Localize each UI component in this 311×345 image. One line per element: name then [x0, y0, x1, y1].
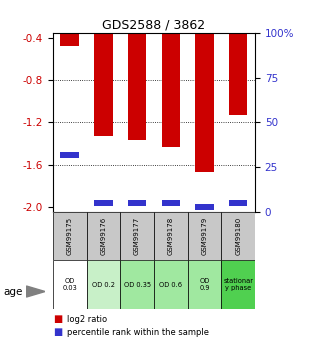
Text: GSM99179: GSM99179 [202, 217, 207, 255]
Bar [195, 33, 214, 172]
Bar [53, 260, 86, 309]
Bar [128, 200, 146, 206]
Bar [120, 212, 154, 260]
Text: GSM99176: GSM99176 [100, 217, 106, 255]
Title: GDS2588 / 3862: GDS2588 / 3862 [102, 19, 206, 32]
Text: GSM99178: GSM99178 [168, 217, 174, 255]
Polygon shape [26, 286, 45, 297]
Text: OD 0.35: OD 0.35 [123, 282, 151, 288]
Text: OD
0.03: OD 0.03 [62, 278, 77, 291]
Bar [221, 260, 255, 309]
Text: stationar
y phase: stationar y phase [223, 278, 253, 291]
Bar [161, 33, 180, 147]
Bar [229, 33, 248, 115]
Bar [86, 260, 120, 309]
Text: GSM99180: GSM99180 [235, 217, 241, 255]
Text: log2 ratio: log2 ratio [67, 315, 107, 324]
Bar [60, 151, 79, 158]
Bar [86, 212, 120, 260]
Text: ■: ■ [53, 314, 62, 324]
Text: ■: ■ [53, 327, 62, 337]
Bar [154, 212, 188, 260]
Bar [94, 200, 113, 206]
Bar [188, 212, 221, 260]
Text: GSM99175: GSM99175 [67, 217, 73, 255]
Bar [53, 212, 86, 260]
Bar [229, 200, 248, 206]
Bar [154, 260, 188, 309]
Text: age: age [3, 287, 22, 296]
Text: percentile rank within the sample: percentile rank within the sample [67, 328, 209, 337]
Bar [120, 260, 154, 309]
Bar [221, 212, 255, 260]
Text: OD 0.2: OD 0.2 [92, 282, 115, 288]
Text: OD 0.6: OD 0.6 [159, 282, 182, 288]
Bar [161, 200, 180, 206]
Bar [195, 204, 214, 210]
Text: OD
0.9: OD 0.9 [199, 278, 210, 291]
Bar [94, 33, 113, 136]
Bar [188, 260, 221, 309]
Text: GSM99177: GSM99177 [134, 217, 140, 255]
Bar [60, 33, 79, 47]
Bar [128, 33, 146, 140]
